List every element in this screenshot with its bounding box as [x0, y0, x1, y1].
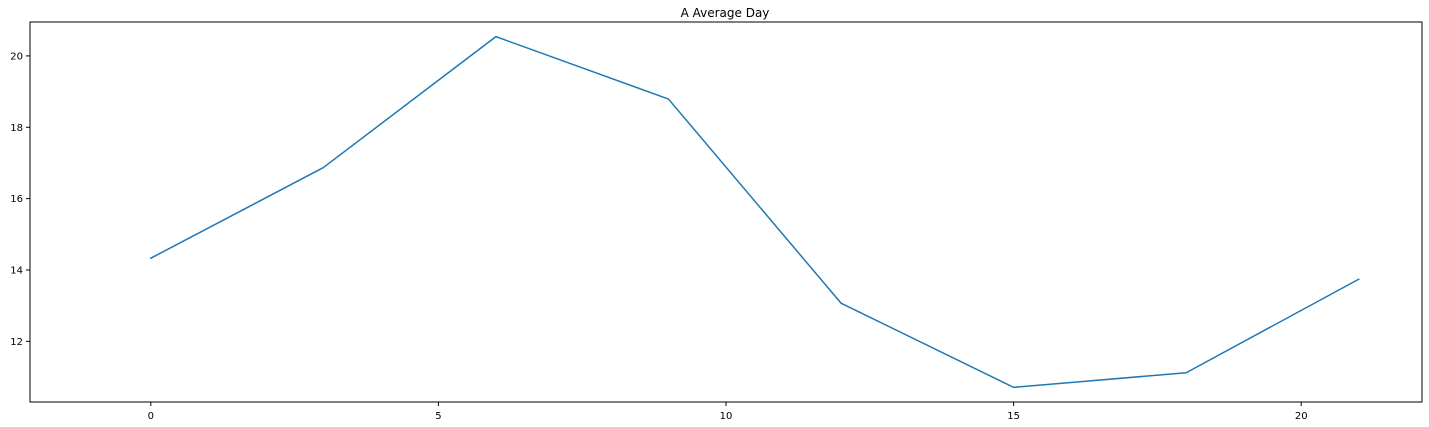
- y-tick-label: 12: [10, 337, 23, 348]
- y-tick-label: 16: [10, 194, 23, 205]
- plot-area: 0 5 10 15 20 12 14 16 18 20: [10, 35, 1360, 422]
- x-tick-label: 0: [148, 411, 154, 422]
- x-tick-label: 5: [435, 411, 441, 422]
- x-tick-label: 15: [1007, 411, 1020, 422]
- y-tick-label: 14: [10, 265, 23, 276]
- chart-title: A Average Day: [681, 6, 770, 20]
- y-tick-label: 18: [10, 123, 23, 134]
- y-tick-label: 20: [10, 51, 23, 62]
- series-line: [149, 35, 1360, 389]
- x-tick-label: 20: [1295, 411, 1308, 422]
- axes-frame: [29, 21, 1423, 403]
- x-tick-label: 10: [720, 411, 733, 422]
